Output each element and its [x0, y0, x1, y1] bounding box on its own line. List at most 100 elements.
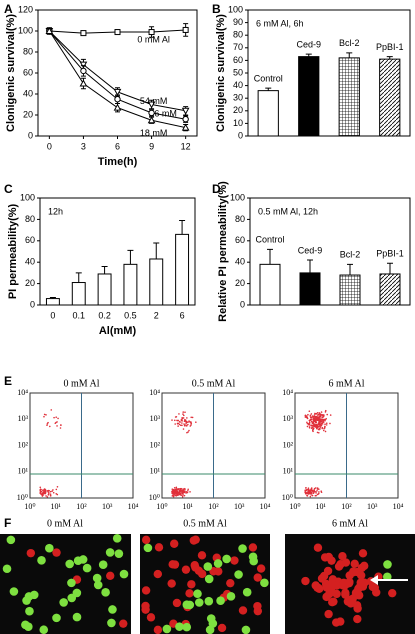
y-tick-label: 0 — [28, 130, 33, 140]
series-label: 18 mM — [140, 128, 168, 138]
flow-dot — [57, 417, 59, 420]
red-cell — [185, 589, 194, 598]
green-cell — [65, 559, 74, 569]
green-cell — [175, 622, 184, 631]
error-bar — [305, 53, 312, 57]
x-tick-label: 12 — [181, 141, 191, 151]
flow-dot — [309, 492, 312, 494]
bar — [257, 90, 279, 137]
flow-dot — [319, 420, 321, 422]
flow-dot — [306, 495, 309, 497]
flow-dot — [49, 490, 52, 493]
flow-dot — [43, 415, 45, 418]
green-cell — [24, 622, 33, 632]
flow-dot — [182, 491, 185, 493]
y-tick-label: 120 — [18, 4, 33, 14]
green-cell — [107, 618, 116, 628]
flow-dot — [329, 422, 331, 425]
annotation: 0.5 mM Al, 12h — [258, 206, 318, 216]
flow-dot — [314, 494, 317, 497]
green-cell — [114, 549, 124, 558]
flow-dot — [310, 413, 313, 415]
red-cell — [353, 567, 362, 577]
flow-x-tick-label: 10² — [76, 502, 87, 511]
micrograph-title: 6 mM Al — [332, 518, 368, 529]
green-cell — [143, 543, 153, 553]
flow-dot — [311, 424, 313, 427]
green-cell — [238, 544, 247, 553]
flow-dot — [173, 487, 176, 489]
flow-dot — [41, 492, 43, 495]
flow-dot — [314, 425, 317, 428]
flow-dot — [175, 488, 178, 490]
red-cell — [154, 543, 164, 552]
red-cell — [388, 588, 397, 598]
x-tick-label: 2 — [154, 310, 159, 320]
flow-x-tick-label: 10² — [341, 502, 352, 511]
x-axis-label: Time(h) — [98, 156, 138, 168]
flow-dot — [173, 494, 175, 496]
panel-label: F — [4, 516, 11, 530]
red-cell — [106, 571, 115, 581]
marker — [114, 29, 121, 36]
flow-dot — [56, 486, 59, 488]
red-cell — [153, 625, 163, 634]
flow-dot — [319, 426, 322, 428]
category-label: Ced-9 — [296, 39, 321, 49]
flow-dot — [48, 492, 50, 494]
y-tick-label: 0 — [240, 299, 245, 309]
x-tick-label: 6 — [180, 310, 185, 320]
flow-dot — [50, 409, 53, 411]
red-cell — [52, 548, 61, 557]
flow-dot — [46, 496, 49, 498]
y-tick-label: 70 — [233, 42, 243, 52]
green-cell — [226, 592, 236, 601]
flow-dot — [43, 488, 46, 490]
flow-y-tick-label: 10⁰ — [17, 493, 28, 502]
green-cell — [216, 596, 225, 606]
flow-dot — [183, 491, 186, 494]
flow-dot — [309, 416, 312, 419]
flow-dot — [180, 491, 182, 494]
error-bar — [153, 242, 160, 259]
flow-y-tick-label: 10² — [150, 440, 161, 449]
flow-dot — [315, 427, 318, 429]
flow-y-tick-label: 10⁴ — [17, 388, 28, 397]
green-cell — [119, 569, 129, 579]
red-cell — [336, 560, 345, 569]
flow-y-tick-label: 10⁰ — [282, 493, 293, 502]
error-bar — [267, 248, 273, 265]
y-tick-label: 0 — [238, 130, 243, 140]
flow-dot — [185, 421, 187, 424]
green-cell — [82, 563, 92, 573]
flow-dot — [41, 489, 44, 492]
flow-dot — [304, 491, 306, 494]
green-cell — [25, 606, 34, 616]
red-cell — [26, 548, 36, 558]
flow-x-tick-label: 10⁰ — [289, 502, 300, 511]
flow-dot — [321, 423, 324, 425]
red-cell — [181, 565, 191, 574]
flow-dot — [312, 430, 314, 433]
flow-x-tick-label: 10⁰ — [24, 502, 35, 511]
y-tick-label: 100 — [228, 4, 243, 14]
plot-frame — [39, 197, 196, 306]
y-tick-label: 40 — [235, 257, 245, 267]
y-tick-label: 60 — [233, 55, 243, 65]
flow-dot — [304, 416, 307, 418]
bar — [379, 273, 401, 306]
marker — [80, 67, 87, 75]
red-cell — [141, 535, 151, 545]
flow-x-tick-label: 10³ — [234, 502, 245, 511]
green-cell — [2, 564, 12, 574]
flow-dot — [307, 413, 309, 416]
flow-dot — [315, 425, 318, 427]
green-cell — [203, 562, 213, 571]
green-cell — [162, 624, 172, 634]
flow-dot — [311, 492, 313, 494]
y-tick-label: 40 — [233, 80, 243, 90]
flow-dot — [60, 424, 62, 426]
flow-dot — [322, 429, 325, 432]
red-cell — [332, 589, 341, 599]
flow-dot — [311, 429, 314, 431]
